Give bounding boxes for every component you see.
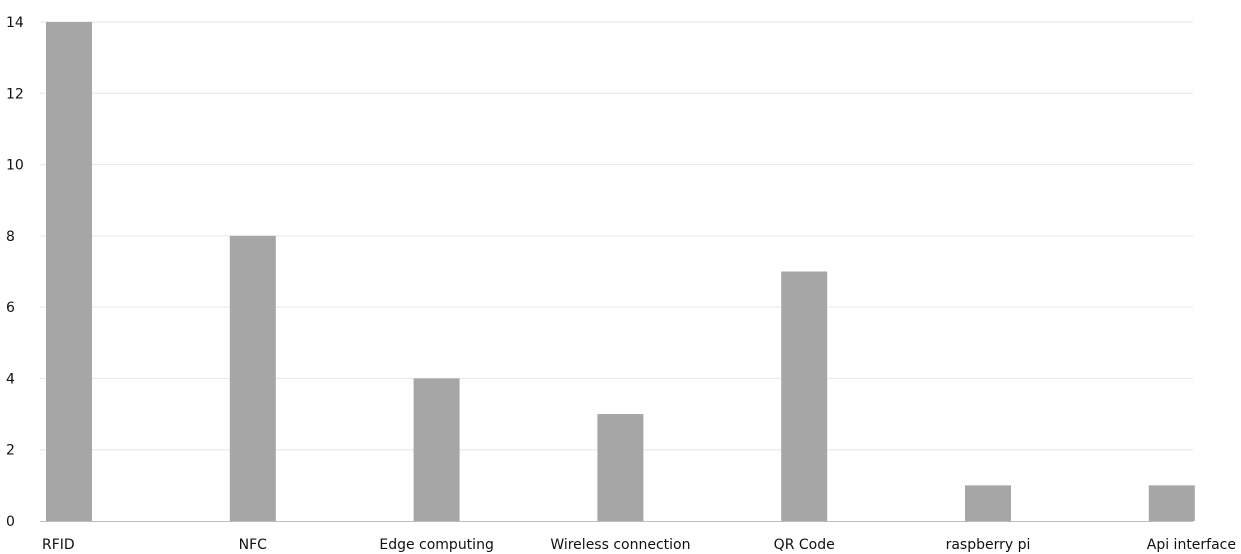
x-category-label: NFC <box>239 537 268 553</box>
bar-edge-computing <box>413 378 460 521</box>
bar-nfc <box>229 235 276 521</box>
y-tick-label: 0 <box>6 514 15 530</box>
x-category-label: Api interface <box>1147 537 1236 553</box>
gridlines <box>40 21 1193 451</box>
x-category-label: Wireless connection <box>550 537 690 553</box>
y-tick-label: 8 <box>6 229 15 245</box>
y-tick-label: 4 <box>6 371 15 387</box>
bar-qr-code <box>781 271 828 521</box>
y-tick-label: 6 <box>6 300 15 316</box>
bar-wireless-connection <box>597 414 644 521</box>
bar-rfid <box>46 22 92 521</box>
bars <box>46 22 1195 521</box>
x-category-label: RFID <box>42 537 75 553</box>
bar-api-interface <box>1148 485 1195 521</box>
y-tick-label: 14 <box>6 15 24 31</box>
x-category-label: QR Code <box>774 537 835 553</box>
x-category-label: Edge computing <box>379 537 493 553</box>
y-tick-label: 10 <box>6 158 24 174</box>
bar-raspberry-pi <box>965 485 1011 521</box>
y-tick-label: 2 <box>6 443 15 459</box>
y-axis-tick-labels: 0 2 4 6 8 10 12 14 <box>6 15 24 530</box>
x-category-label: raspberry pi <box>946 537 1031 553</box>
y-tick-label: 12 <box>6 86 24 102</box>
x-axis-category-labels: RFID NFC Edge computing Wireless connection… <box>42 537 1236 553</box>
